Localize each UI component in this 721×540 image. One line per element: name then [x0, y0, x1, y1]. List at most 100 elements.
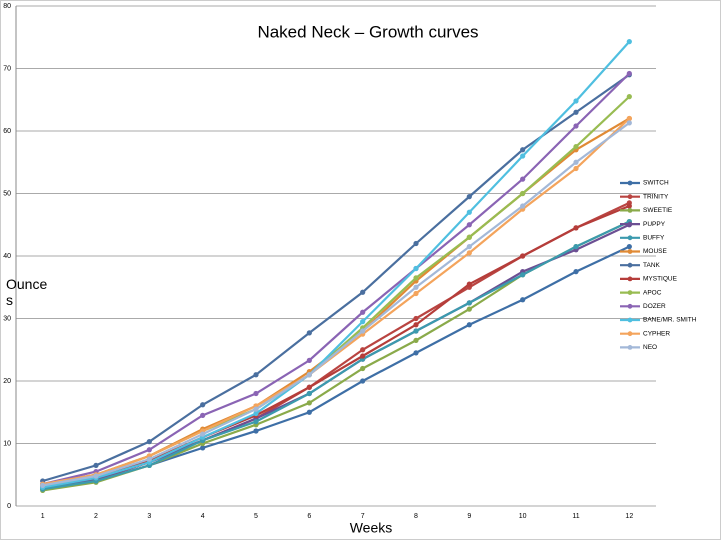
point: [626, 120, 632, 126]
point: [626, 244, 632, 250]
point: [466, 234, 472, 240]
point: [306, 384, 312, 390]
point: [306, 357, 312, 363]
point: [146, 447, 152, 453]
legend-label: DOZER: [643, 303, 666, 310]
point: [466, 194, 472, 200]
point: [306, 400, 312, 406]
y-tick-label: 10: [3, 440, 11, 447]
point: [253, 410, 259, 417]
point: [360, 365, 366, 372]
legend-label: CYPHER: [643, 330, 670, 337]
legend-marker: [627, 276, 633, 282]
point: [413, 322, 419, 328]
x-tick-label: 8: [414, 513, 418, 520]
point: [573, 225, 579, 231]
y-axis-label: Ounces: [6, 276, 48, 308]
x-tick-label: 5: [254, 513, 258, 520]
point: [573, 123, 579, 129]
point: [200, 431, 206, 437]
point: [466, 281, 472, 287]
point: [466, 322, 472, 328]
point: [306, 330, 312, 336]
point: [573, 159, 579, 165]
point: [626, 203, 632, 209]
legend-label: SWEETIE: [643, 207, 673, 214]
legend-label: APOC: [643, 289, 662, 296]
x-tick-label: 3: [147, 513, 151, 520]
point: [466, 209, 472, 215]
point: [360, 289, 366, 295]
point: [146, 456, 152, 462]
chart-title: Naked Neck – Growth curves: [257, 22, 478, 41]
x-tick-label: 4: [201, 513, 205, 520]
point: [360, 378, 366, 384]
point: [253, 428, 259, 434]
y-tick-label: 40: [3, 253, 11, 260]
point: [520, 297, 526, 303]
legend-label: NEO: [643, 344, 657, 351]
y-tick-label: 50: [3, 190, 11, 197]
legend-marker: [627, 194, 633, 200]
point: [573, 98, 579, 104]
point: [93, 462, 99, 468]
legend-marker: [627, 235, 633, 241]
point: [360, 319, 366, 325]
legend-marker: [627, 303, 633, 309]
point: [413, 284, 419, 290]
y-tick-label: 30: [3, 315, 11, 322]
point: [413, 290, 419, 297]
series-line: [42, 73, 630, 483]
point: [520, 253, 526, 259]
x-tick-label: 2: [94, 513, 98, 520]
x-axis-label: Weeks: [350, 520, 393, 536]
x-tick-label: 9: [467, 513, 471, 520]
point: [520, 153, 526, 159]
point: [573, 165, 579, 172]
point: [306, 409, 312, 415]
point: [520, 147, 526, 153]
point: [466, 306, 472, 312]
legend-label: PUPPY: [643, 221, 666, 228]
legend-label: BUFFY: [643, 235, 665, 242]
point: [253, 372, 259, 378]
series-line: [42, 220, 630, 491]
legend-marker: [627, 221, 633, 227]
y-tick-label: 60: [3, 128, 11, 135]
legend-label: BANE/MR. SMITH: [643, 317, 697, 324]
point: [146, 439, 152, 445]
point: [253, 406, 259, 412]
legend-marker: [627, 331, 633, 337]
point: [360, 347, 366, 353]
point: [573, 109, 579, 115]
x-tick-label: 11: [572, 513, 579, 520]
series-line: [42, 72, 631, 486]
point: [413, 275, 419, 281]
legend-label: MYSTIQUE: [643, 276, 678, 283]
point: [520, 203, 526, 209]
series-line: [42, 40, 631, 489]
point: [413, 315, 419, 322]
legend-marker: [627, 262, 633, 268]
legend-label: TRINITY: [643, 193, 669, 200]
point: [360, 309, 366, 315]
legend-marker: [627, 290, 633, 295]
point: [626, 39, 632, 45]
series-line: [42, 121, 630, 487]
x-tick-label: 1: [41, 513, 45, 520]
x-tick-label: 6: [307, 513, 311, 520]
y-tick-label: 20: [3, 378, 11, 385]
legend-marker: [627, 317, 633, 323]
legend-label: MOUSE: [643, 248, 668, 255]
point: [466, 244, 472, 250]
point: [573, 269, 579, 275]
point: [253, 390, 259, 397]
point: [573, 144, 579, 150]
point: [520, 176, 526, 182]
point: [253, 419, 259, 425]
point: [413, 337, 419, 343]
point: [93, 473, 99, 479]
point: [626, 115, 632, 122]
y-tick-label: 0: [7, 503, 11, 510]
